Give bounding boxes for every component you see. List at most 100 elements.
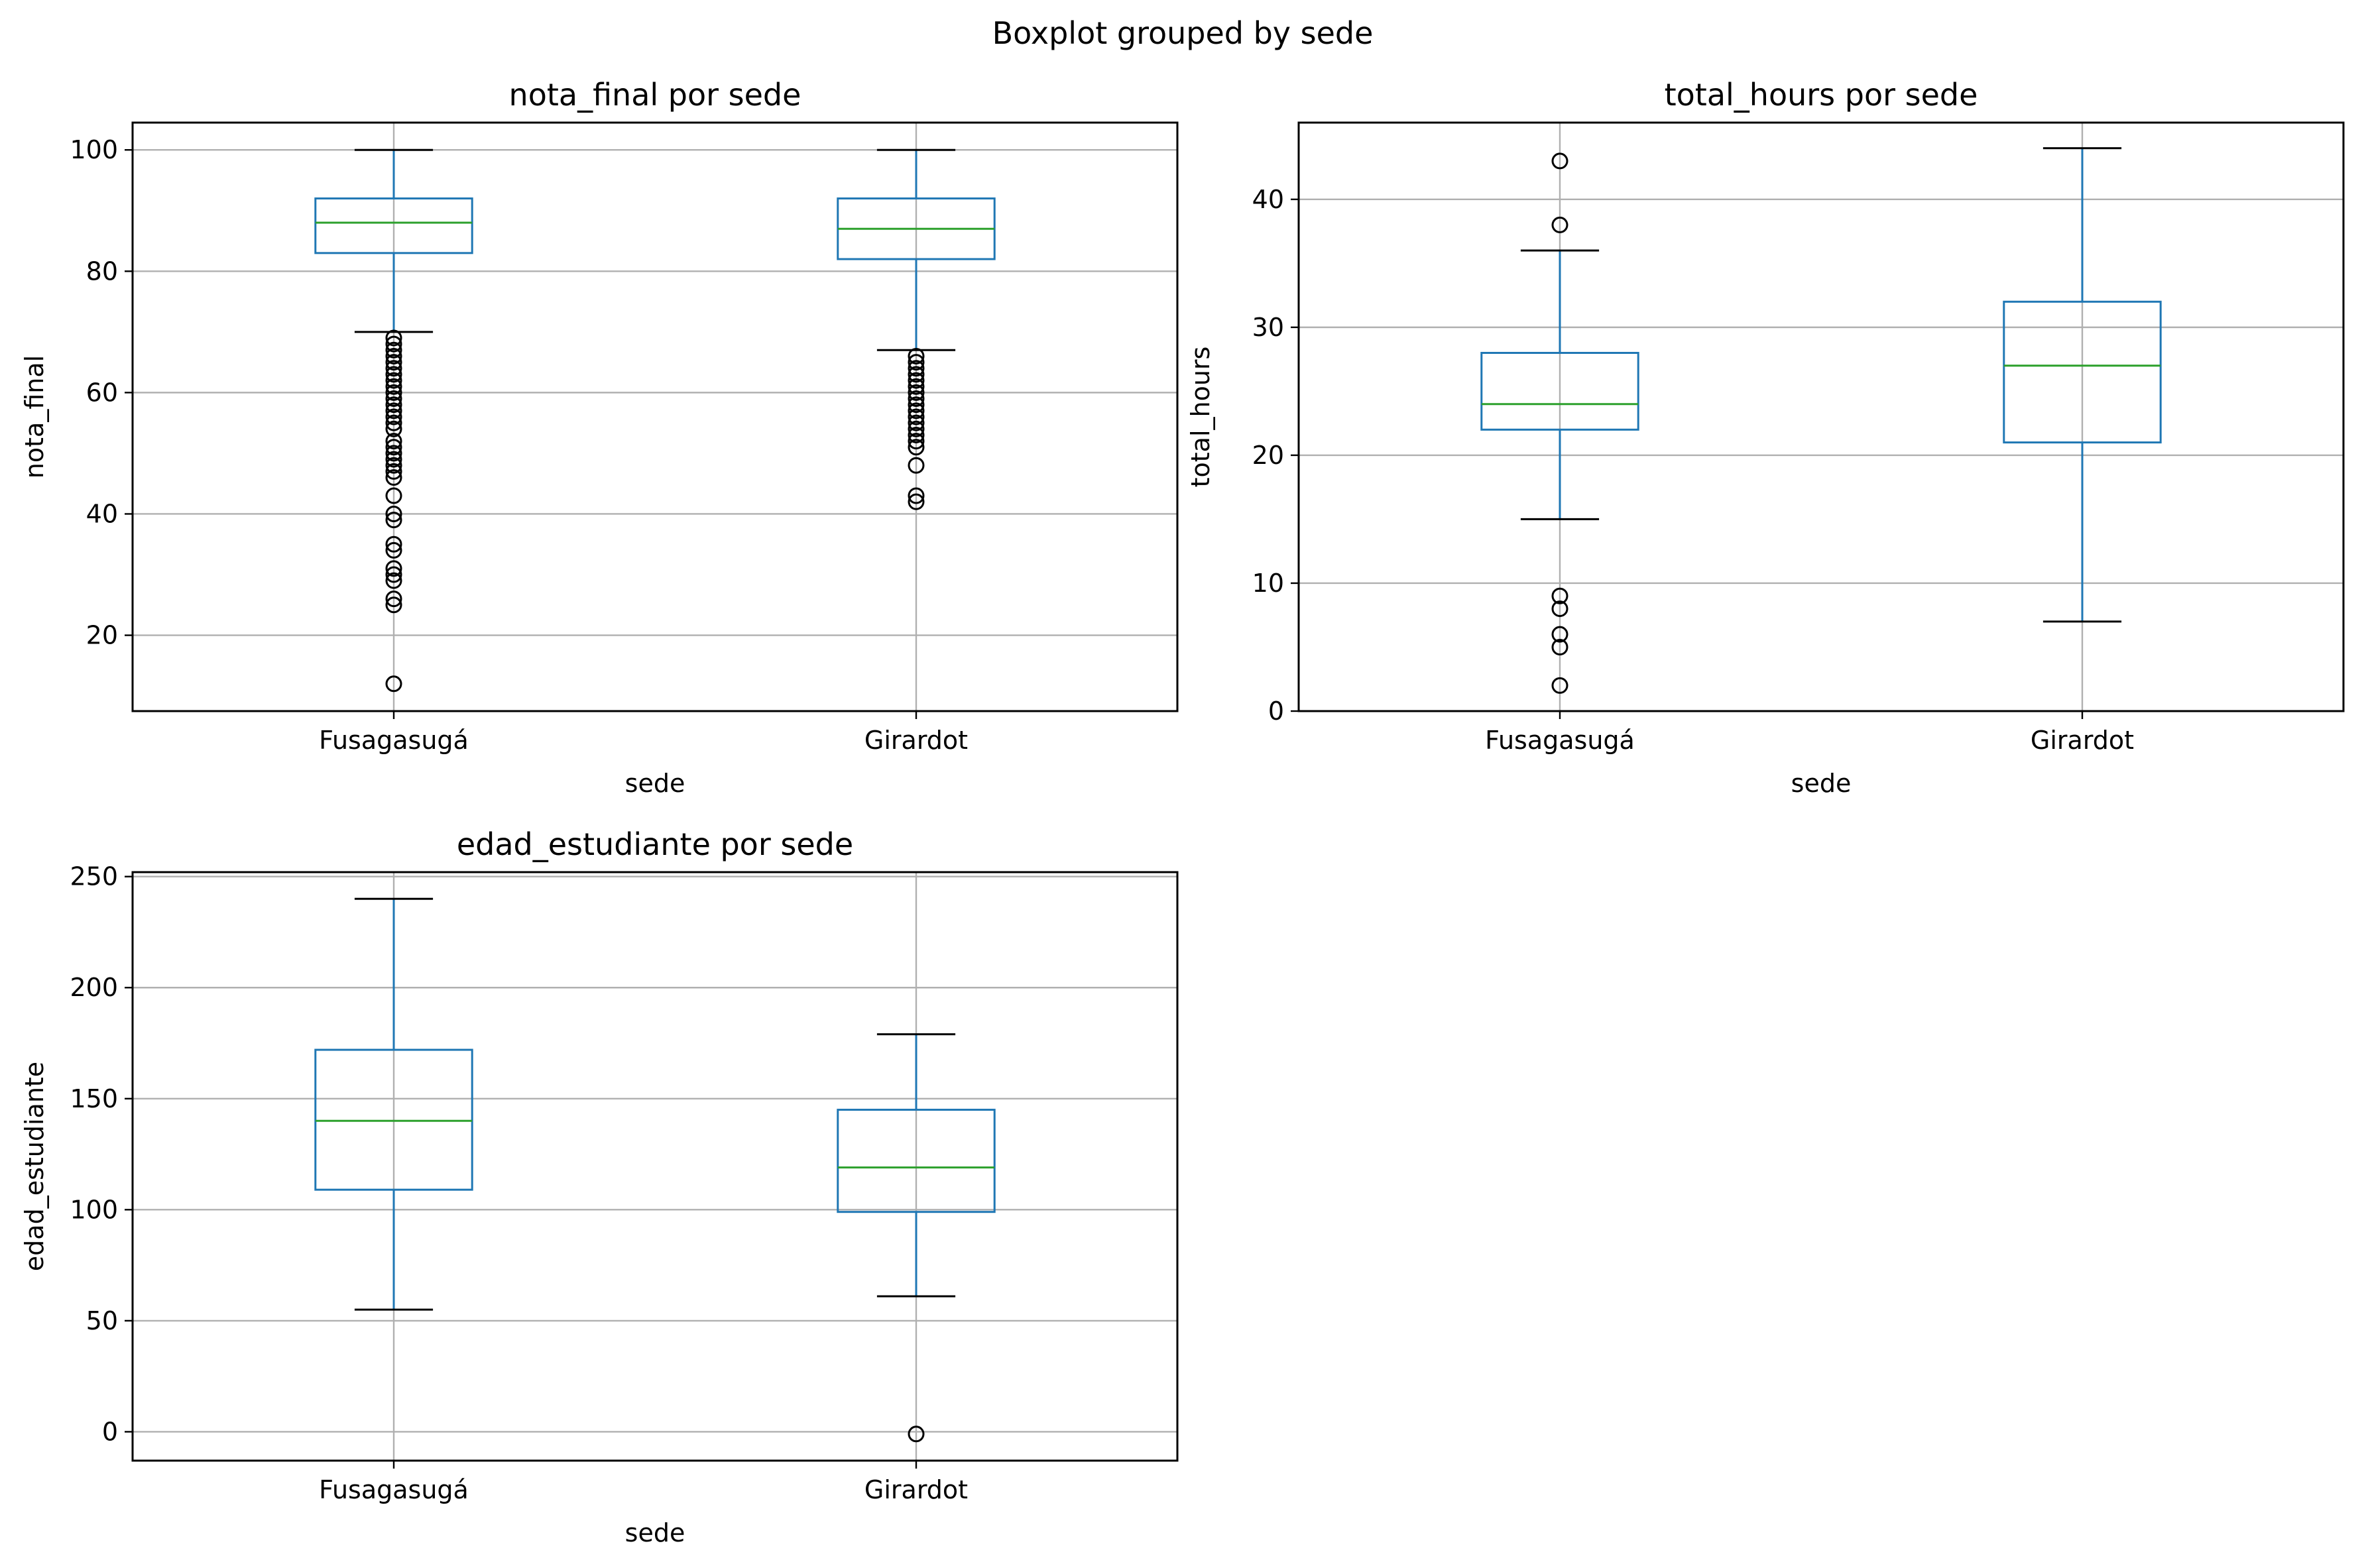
outlier-point <box>908 396 925 414</box>
outlier-point <box>908 384 925 401</box>
outlier-point <box>908 457 925 474</box>
outlier-point <box>385 420 402 437</box>
y-tick-label: 10 <box>1252 569 1284 598</box>
outlier-point <box>908 439 925 456</box>
outlier-point <box>908 354 925 371</box>
outlier-point <box>1551 600 1568 618</box>
y-tick-label: 20 <box>1252 441 1284 470</box>
outlier-point <box>385 402 402 420</box>
outlier-point <box>1551 677 1568 694</box>
outlier-point <box>385 378 402 395</box>
outlier-point <box>385 384 402 401</box>
outlier-point <box>385 445 402 462</box>
outlier-point <box>385 360 402 377</box>
outlier-point <box>908 372 925 389</box>
y-tick-label: 100 <box>70 135 118 164</box>
outlier-point <box>908 433 925 450</box>
outlier-point <box>385 487 402 504</box>
outlier-point <box>908 408 925 425</box>
outlier-point <box>385 590 402 608</box>
outlier-point <box>1551 638 1568 655</box>
outlier-point <box>908 390 925 408</box>
y-tick-label: 0 <box>1268 697 1284 726</box>
x-tick-label-fusagasuga: Fusagasugá <box>319 726 469 755</box>
outlier-point <box>908 414 925 431</box>
axes-frame <box>131 121 1179 712</box>
outlier-point <box>908 402 925 420</box>
outlier-point <box>385 541 402 559</box>
outlier-point <box>908 378 925 395</box>
x-axis-label: sede <box>625 1518 685 1547</box>
x-tick-label-fusagasuga: Fusagasugá <box>319 1475 469 1504</box>
subplot-title: total_hours por sede <box>1665 77 1978 113</box>
outlier-point <box>385 366 402 383</box>
y-tick-label: 100 <box>70 1195 118 1224</box>
box-fusagasuga <box>314 148 473 693</box>
x-tick-label-girardot: Girardot <box>2031 726 2134 755</box>
outlier-point <box>908 487 925 504</box>
outlier-point <box>385 451 402 468</box>
y-tick-label: 0 <box>102 1417 118 1446</box>
outlier-point <box>385 675 402 693</box>
y-tick-label: 40 <box>1252 185 1284 214</box>
outlier-point <box>908 360 925 377</box>
outlier-point <box>385 457 402 474</box>
box-girardot <box>837 1033 996 1443</box>
outlier-point <box>908 493 925 510</box>
outlier-point <box>385 463 402 480</box>
y-tick-label: 200 <box>70 973 118 1002</box>
y-tick-label: 40 <box>86 499 118 528</box>
subplot-title: edad_estudiante por sede <box>457 826 853 862</box>
y-tick-label: 150 <box>70 1084 118 1113</box>
x-tick-label-girardot: Girardot <box>864 1475 968 1504</box>
outlier-point <box>385 335 402 353</box>
x-axis-label: sede <box>625 769 685 798</box>
outlier-point <box>385 341 402 359</box>
outlier-point <box>1551 626 1568 643</box>
outlier-point <box>385 347 402 364</box>
outlier-point <box>385 433 402 450</box>
box-fusagasuga <box>314 897 473 1311</box>
y-axis-label: edad_estudiante <box>20 1062 49 1271</box>
outlier-point <box>385 372 402 389</box>
outlier-point <box>385 535 402 553</box>
y-tick-label: 250 <box>70 862 118 891</box>
y-axis-label: total_hours <box>1186 347 1215 488</box>
subplot-title: nota_final por sede <box>509 77 801 113</box>
outlier-point <box>1551 587 1568 604</box>
iqr-box <box>314 1048 473 1191</box>
subplot-nota-final: 20 40 60 80 100 Fusagasugá Girardot nota_final … <box>20 77 1179 798</box>
iqr-box <box>2003 300 2162 444</box>
outlier-point <box>385 505 402 522</box>
outlier-point <box>385 512 402 529</box>
iqr-box <box>837 1109 996 1213</box>
outlier-point <box>385 572 402 589</box>
box-girardot <box>2003 147 2162 623</box>
y-tick-label: 20 <box>86 621 118 650</box>
outlier-point <box>385 396 402 414</box>
iqr-box <box>1480 351 1639 431</box>
axes-frame <box>1297 121 2345 712</box>
y-tick-label: 80 <box>86 256 118 286</box>
outlier-point <box>385 469 402 486</box>
axes-frame <box>131 871 1179 1462</box>
outlier-point <box>385 414 402 431</box>
y-tick-label: 60 <box>86 378 118 407</box>
outlier-point <box>908 426 925 443</box>
y-tick-label: 50 <box>86 1306 118 1335</box>
subplot-total-hours: 0 10 20 30 40 Fusagasugá Girardot total_hours p… <box>1186 77 2345 798</box>
x-tick-label-girardot: Girardot <box>864 726 968 755</box>
outlier-point <box>385 596 402 614</box>
figure-suptitle: Boxplot grouped by sede <box>992 15 1374 51</box>
outlier-point <box>385 329 402 347</box>
iqr-box <box>314 197 473 254</box>
outlier-point <box>908 366 925 383</box>
outlier-point <box>908 347 925 364</box>
y-axis-label: nota_final <box>20 355 49 478</box>
outlier-point <box>385 408 402 425</box>
outlier-point <box>908 420 925 437</box>
outlier-point <box>1551 216 1568 233</box>
outlier-point <box>1551 152 1568 170</box>
